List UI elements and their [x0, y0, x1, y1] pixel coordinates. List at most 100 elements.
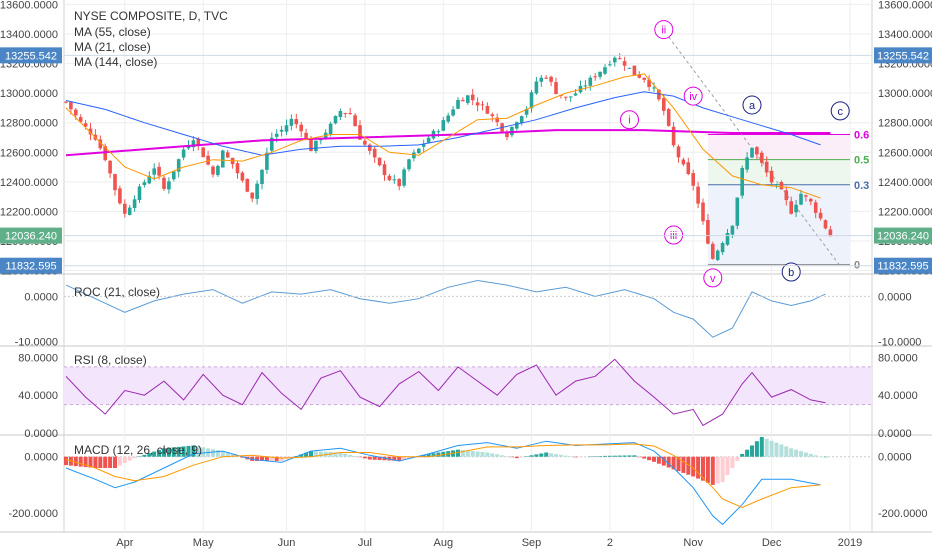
candle-body: [627, 67, 632, 69]
macd-histogram-bar: [480, 452, 485, 457]
roc-y-tick: 0.0000: [878, 291, 912, 303]
candle-body: [270, 137, 274, 151]
macd-histogram-bar: [181, 446, 186, 457]
macd-histogram-bar: [563, 455, 568, 457]
candle-body: [392, 179, 397, 181]
candle-body: [715, 250, 720, 260]
candle-body: [245, 178, 250, 192]
macd-histogram-bar: [578, 456, 583, 458]
macd-histogram-bar: [671, 456, 676, 470]
candle-body: [368, 144, 372, 151]
wave-label-circle: [654, 20, 674, 40]
candle-body: [338, 110, 343, 118]
macd-histogram-bar: [558, 454, 563, 457]
macd-histogram-bar: [769, 440, 774, 457]
macd-histogram-bar: [529, 455, 534, 457]
candle-body: [647, 79, 651, 88]
macd-histogram-bar: [201, 447, 206, 457]
macd-histogram-bar: [715, 456, 720, 484]
macd-histogram-bar: [358, 456, 362, 458]
candle-body: [260, 169, 264, 185]
candle-body: [470, 94, 475, 101]
macd-histogram-bar: [666, 456, 671, 468]
price-tag-label: 13255.542: [877, 50, 929, 62]
candle-body: [510, 126, 514, 136]
macd-histogram-bar: [260, 456, 264, 461]
price-tag-label: 13255.542: [5, 50, 57, 62]
macd-histogram-bar: [171, 447, 176, 457]
candle-body: [83, 123, 88, 127]
candle-body: [466, 95, 470, 104]
macd-histogram-bar: [279, 456, 284, 461]
macd-histogram-bar: [166, 447, 171, 457]
wave-label-circle: [683, 86, 703, 106]
macd-histogram-bar: [779, 444, 784, 457]
candle-body: [769, 170, 774, 183]
candle-body: [235, 163, 240, 174]
macd-y-tick: 0.0000: [24, 452, 58, 464]
candle-body: [348, 113, 352, 115]
candle-body: [176, 159, 181, 172]
candle-body: [461, 100, 465, 102]
candle-body: [799, 193, 803, 205]
candle-body: [515, 122, 519, 129]
fib-zone-05-06: [707, 134, 850, 160]
y-tick-label: 13000.0000: [878, 88, 932, 100]
candle-body: [745, 157, 749, 170]
macd-histogram-bar: [211, 449, 215, 457]
macd-histogram-bar: [676, 456, 681, 472]
price-tag-right: [874, 227, 932, 244]
macd-histogram-bar: [313, 451, 318, 457]
macd-histogram-bar: [402, 456, 407, 460]
candle-body: [333, 115, 338, 124]
macd-histogram-bar: [691, 456, 696, 477]
candle-body: [544, 77, 548, 79]
candle-body: [485, 105, 490, 114]
roc-y-tick: -10.0000: [15, 337, 58, 349]
candle-body: [828, 229, 833, 237]
macd-histogram-bar: [470, 451, 475, 457]
y-tick-label: 12200.0000: [878, 206, 932, 218]
candle-body: [441, 120, 446, 131]
macd-histogram-bar: [642, 456, 647, 459]
macd-histogram-bar: [83, 456, 88, 468]
candle-body: [789, 201, 793, 214]
macd-histogram-bar: [269, 456, 274, 461]
candle-body: [730, 225, 735, 235]
candle-body: [725, 233, 730, 245]
macd-histogram-bar: [465, 450, 470, 457]
candle-body: [480, 104, 485, 106]
candle-body: [123, 203, 127, 214]
candle-body: [250, 192, 254, 199]
rsi-line: [65, 358, 826, 427]
macd-histogram-bar: [152, 451, 157, 457]
x-tick-label: Nov: [683, 537, 703, 549]
macd-histogram-bar: [431, 453, 436, 457]
macd-histogram-bar: [147, 453, 152, 457]
candle-body: [142, 182, 147, 186]
macd-histogram-bar: [176, 446, 181, 457]
candle-body: [593, 76, 597, 78]
fib-zone-03-05: [707, 159, 850, 185]
candle-body: [823, 220, 828, 229]
macd-histogram-bar: [750, 445, 754, 457]
candle-body: [372, 148, 377, 158]
x-tick-label: 2: [607, 537, 613, 549]
legend-entry: MA (21, close): [74, 40, 151, 54]
macd-histogram-bar: [64, 456, 68, 466]
macd-histogram-bar: [367, 456, 372, 460]
macd-histogram-bar: [475, 451, 480, 457]
candle-body: [216, 165, 220, 176]
macd-histogram-bar: [603, 455, 607, 457]
ma55-line: [65, 91, 821, 156]
candle-body: [113, 174, 117, 191]
macd-histogram-bar: [407, 456, 411, 459]
macd-histogram-bar: [627, 455, 632, 457]
candle-body: [162, 177, 166, 189]
candle-body: [240, 172, 245, 181]
macd-histogram-bar: [117, 456, 122, 466]
candle-body: [637, 74, 642, 78]
candle-body: [755, 147, 759, 155]
candle-body: [137, 186, 142, 201]
